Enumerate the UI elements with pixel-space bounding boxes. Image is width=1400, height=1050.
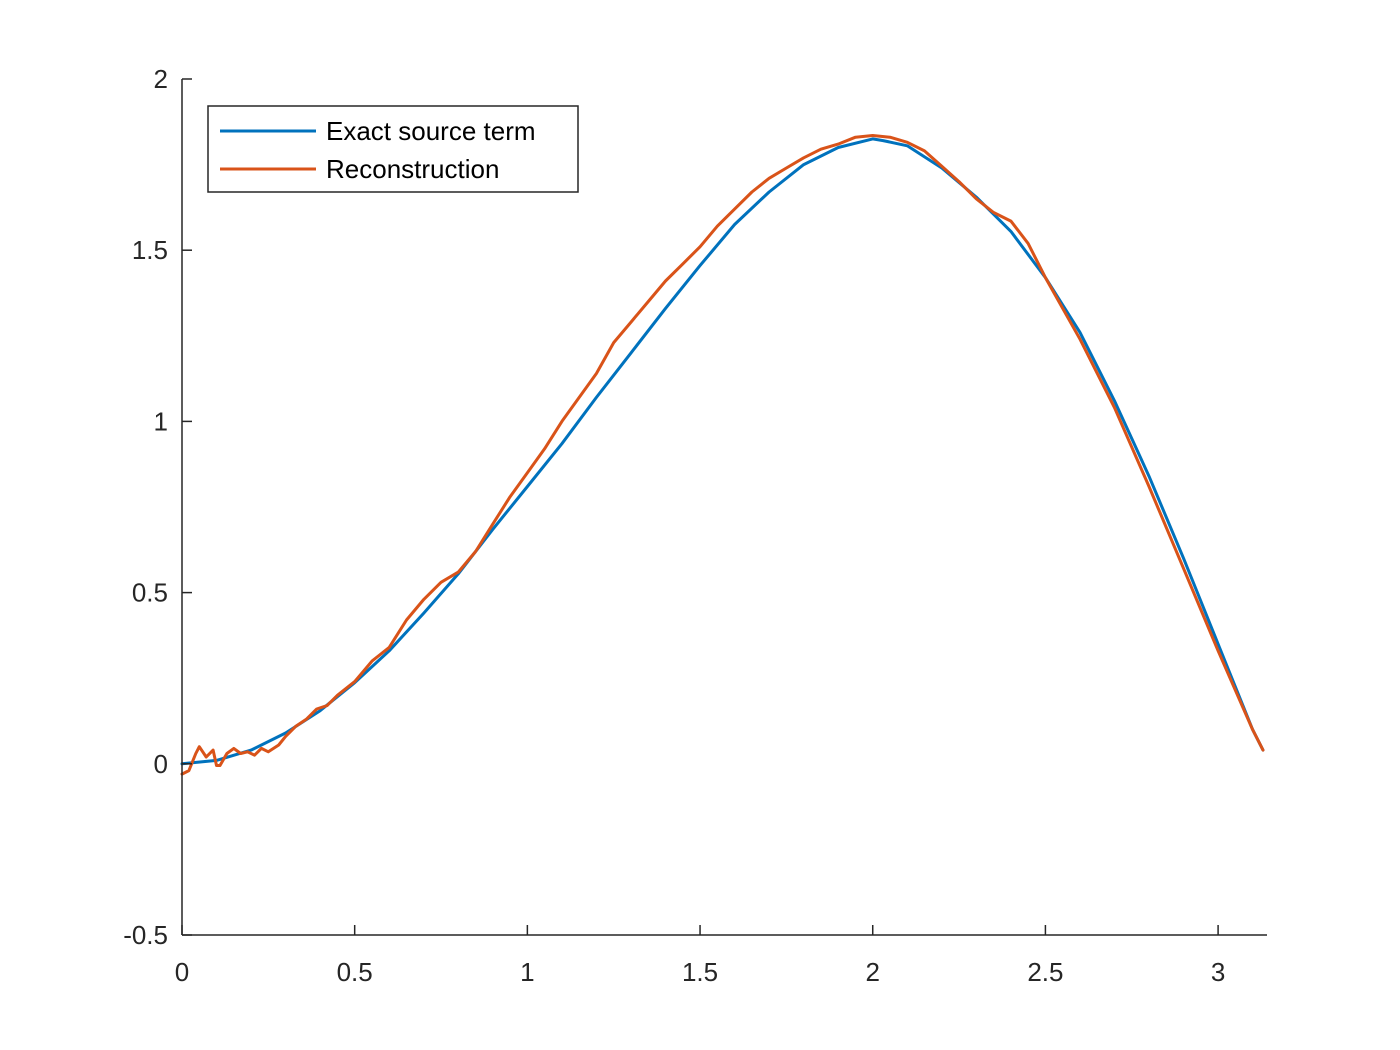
legend-box <box>207 105 579 193</box>
x-tick-label: 0 <box>175 957 189 987</box>
y-tick-label: 1 <box>154 406 168 436</box>
legend-label-reconstruction: Reconstruction <box>326 154 499 184</box>
x-tick-label: 1 <box>520 957 534 987</box>
y-tick-label: -0.5 <box>123 920 168 950</box>
y-tick-label: 0.5 <box>132 578 168 608</box>
y-tick-label: 2 <box>154 64 168 94</box>
y-tick-label: 1.5 <box>132 235 168 265</box>
x-tick-label: 0.5 <box>337 957 373 987</box>
series-line-reconstruction <box>180 134 1265 776</box>
legend: Exact source term Reconstruction <box>207 105 579 193</box>
axes: 0 0.5 1 1.5 2 2.5 3-0.500.511.52 <box>123 64 1267 987</box>
plot-area <box>180 134 1265 776</box>
x-tick-label: 3 <box>1211 957 1225 987</box>
y-tick-label: 0 <box>154 749 168 779</box>
series-line-exact-source-term <box>180 137 1265 766</box>
x-tick-label: 2 <box>865 957 879 987</box>
x-tick-label: 1.5 <box>682 957 718 987</box>
x-tick-label: 2.5 <box>1027 957 1063 987</box>
legend-label-exact-source-term: Exact source term <box>326 116 536 146</box>
